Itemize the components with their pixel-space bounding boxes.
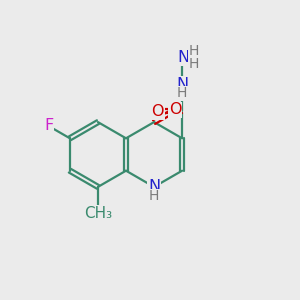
- Text: N: N: [176, 77, 188, 92]
- Text: H: H: [188, 44, 199, 58]
- Text: H: H: [149, 190, 159, 203]
- Text: O: O: [151, 104, 164, 119]
- Text: F: F: [44, 118, 53, 134]
- Text: O: O: [169, 102, 182, 117]
- Text: CH₃: CH₃: [84, 206, 112, 220]
- Text: N: N: [177, 50, 189, 65]
- Text: H: H: [177, 86, 187, 100]
- Text: H: H: [188, 58, 199, 71]
- Text: N: N: [148, 179, 160, 194]
